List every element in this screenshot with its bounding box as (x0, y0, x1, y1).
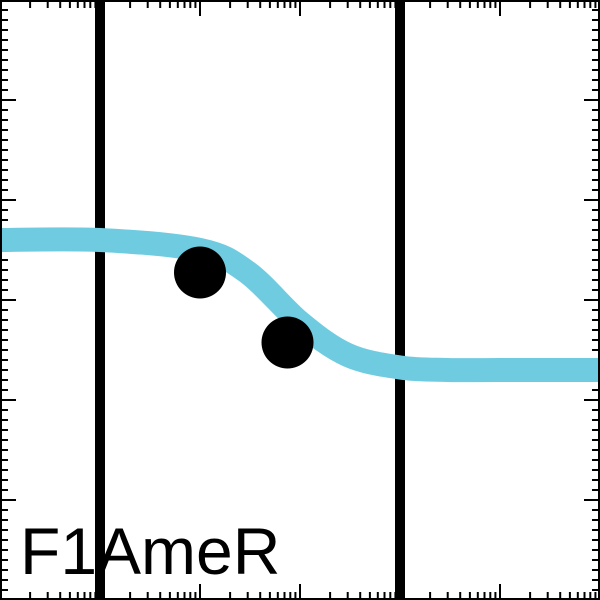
data-point (261, 316, 314, 369)
data-point (174, 246, 226, 299)
marker-layer (174, 246, 314, 369)
reference-lines (95, 0, 405, 600)
chart-title: F1AmeR (20, 514, 280, 588)
